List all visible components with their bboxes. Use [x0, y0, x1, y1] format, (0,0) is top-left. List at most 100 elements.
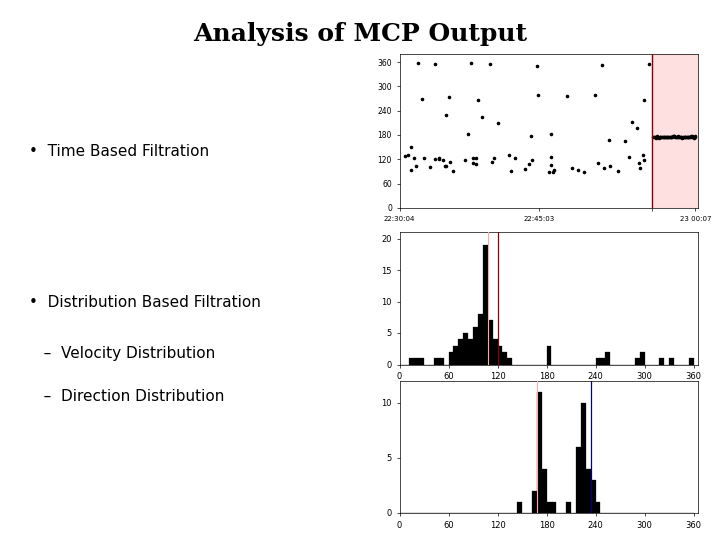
Bar [639, 352, 644, 365]
Point [484, 60, 495, 69]
Point [634, 158, 645, 167]
Point [546, 161, 557, 170]
Point [441, 111, 452, 120]
Point [658, 133, 670, 141]
Point [689, 132, 701, 141]
Point [429, 154, 441, 163]
Point [579, 168, 590, 177]
Point [548, 166, 559, 174]
Point [519, 165, 531, 173]
Point [648, 132, 660, 141]
Point [590, 90, 601, 99]
Bar [586, 469, 590, 513]
Point [620, 137, 631, 145]
Point [656, 133, 667, 141]
Point [526, 156, 538, 165]
Point [683, 132, 694, 141]
Bar [532, 491, 536, 513]
Bar [541, 469, 546, 513]
Point [652, 133, 664, 141]
Point [679, 132, 690, 141]
Bar [595, 502, 600, 513]
Point [467, 159, 479, 167]
Point [544, 167, 555, 176]
Bar [434, 358, 438, 365]
Point [673, 132, 685, 141]
Point [659, 132, 670, 141]
Bar [595, 358, 600, 365]
Point [667, 132, 679, 141]
Point [668, 132, 680, 141]
Bar [566, 502, 571, 513]
Bar [459, 339, 463, 364]
Point [660, 133, 672, 141]
Point [626, 118, 638, 126]
Bar [473, 327, 478, 364]
Point [418, 153, 430, 162]
Bar [652, 54, 698, 208]
Point [505, 166, 516, 175]
Point [410, 162, 422, 171]
Point [402, 150, 414, 159]
Point [503, 151, 514, 160]
Point [683, 132, 695, 141]
Point [685, 132, 696, 141]
Point [531, 62, 542, 71]
Point [462, 130, 474, 138]
Point [678, 133, 690, 141]
Bar [546, 346, 552, 365]
Point [649, 133, 661, 141]
Point [399, 152, 410, 160]
Point [525, 132, 536, 140]
Point [440, 162, 451, 171]
Point [613, 166, 624, 175]
Bar [536, 392, 541, 513]
Point [680, 133, 691, 141]
Point [688, 133, 700, 142]
Point [545, 152, 557, 161]
Point [667, 133, 678, 141]
Point [437, 156, 449, 165]
Text: •  Distribution Based Filtration: • Distribution Based Filtration [29, 295, 261, 310]
Text: Analysis of MCP Output: Analysis of MCP Output [193, 22, 527, 45]
Point [662, 132, 673, 141]
Point [429, 60, 441, 69]
Point [669, 132, 680, 141]
Bar [669, 358, 674, 365]
Point [572, 166, 584, 174]
Point [639, 156, 650, 165]
Point [674, 133, 685, 141]
Point [459, 156, 471, 165]
Point [665, 133, 676, 141]
Point [670, 133, 682, 141]
Point [492, 118, 503, 127]
Point [663, 132, 675, 141]
Bar [606, 352, 611, 365]
Point [444, 92, 455, 101]
Point [604, 161, 616, 170]
Point [682, 133, 693, 141]
Text: –  Direction Distribution: – Direction Distribution [29, 389, 224, 404]
Point [486, 157, 498, 166]
Point [684, 132, 696, 141]
Point [405, 143, 417, 151]
Point [561, 92, 572, 100]
Point [672, 132, 684, 140]
Bar [478, 314, 483, 364]
Point [686, 132, 698, 140]
Point [688, 133, 699, 141]
Point [637, 151, 649, 159]
Point [662, 133, 674, 141]
Point [547, 167, 559, 176]
Point [678, 132, 689, 141]
Point [509, 153, 521, 162]
Point [471, 160, 482, 169]
Bar [590, 480, 595, 513]
Point [651, 133, 662, 141]
Point [681, 133, 693, 141]
Bar [454, 346, 459, 365]
Point [687, 133, 698, 141]
Point [472, 96, 484, 104]
Bar [546, 502, 552, 513]
Bar [552, 502, 557, 513]
